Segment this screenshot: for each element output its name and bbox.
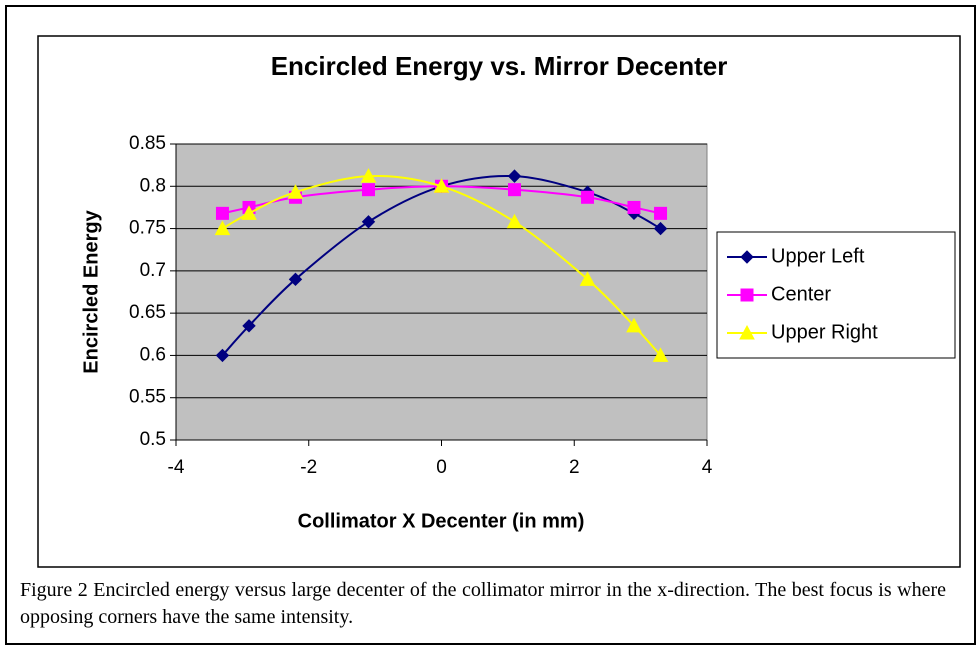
marker <box>579 271 596 286</box>
marker <box>626 317 642 333</box>
chart: Encircled Energy vs. Mirror Decenter Col… <box>37 35 961 568</box>
marker <box>360 168 377 183</box>
x-tick-label: 2 <box>569 457 580 478</box>
y-tick-label: 0.6 <box>140 344 166 365</box>
marker <box>652 347 669 362</box>
marker <box>627 200 641 214</box>
marker <box>214 220 231 236</box>
marker <box>215 348 230 363</box>
marker <box>507 169 522 183</box>
legend-label: Upper Left <box>771 245 865 267</box>
marker <box>740 288 754 302</box>
legend-label: Center <box>771 283 831 305</box>
legend-label: Upper Right <box>771 321 878 343</box>
y-tick-label: 0.8 <box>140 175 166 196</box>
marker <box>242 319 256 333</box>
x-tick-label: 4 <box>702 457 713 478</box>
y-tick-label: 0.85 <box>129 133 166 154</box>
marker <box>654 206 668 220</box>
marker <box>739 324 755 340</box>
marker <box>653 221 668 236</box>
marker <box>506 213 523 229</box>
y-tick-label: 0.7 <box>140 260 166 281</box>
x-tick-label: -2 <box>300 457 317 478</box>
y-axis-title: Encircled Energy <box>80 209 102 373</box>
marker <box>287 184 304 199</box>
x-tick-label: -4 <box>168 457 185 478</box>
marker <box>361 215 376 229</box>
figure-caption: Figure 2 Encircled energy versus large d… <box>20 579 946 628</box>
marker <box>581 190 595 204</box>
figure-frame <box>5 5 976 645</box>
marker <box>433 178 450 193</box>
chart-title: Encircled Energy vs. Mirror Decenter <box>271 51 728 81</box>
y-tick-label: 0.55 <box>129 387 166 408</box>
marker <box>508 183 522 197</box>
y-tick-label: 0.5 <box>140 429 166 450</box>
marker <box>740 250 754 264</box>
y-tick-label: 0.65 <box>129 302 166 323</box>
x-axis-title: Collimator X Decenter (in mm) <box>298 510 585 532</box>
y-tick-label: 0.75 <box>129 218 166 239</box>
plot-area <box>175 143 708 441</box>
marker <box>241 205 257 220</box>
marker <box>361 183 375 197</box>
marker <box>288 272 303 287</box>
marker <box>215 206 229 220</box>
x-tick-label: 0 <box>436 457 447 478</box>
